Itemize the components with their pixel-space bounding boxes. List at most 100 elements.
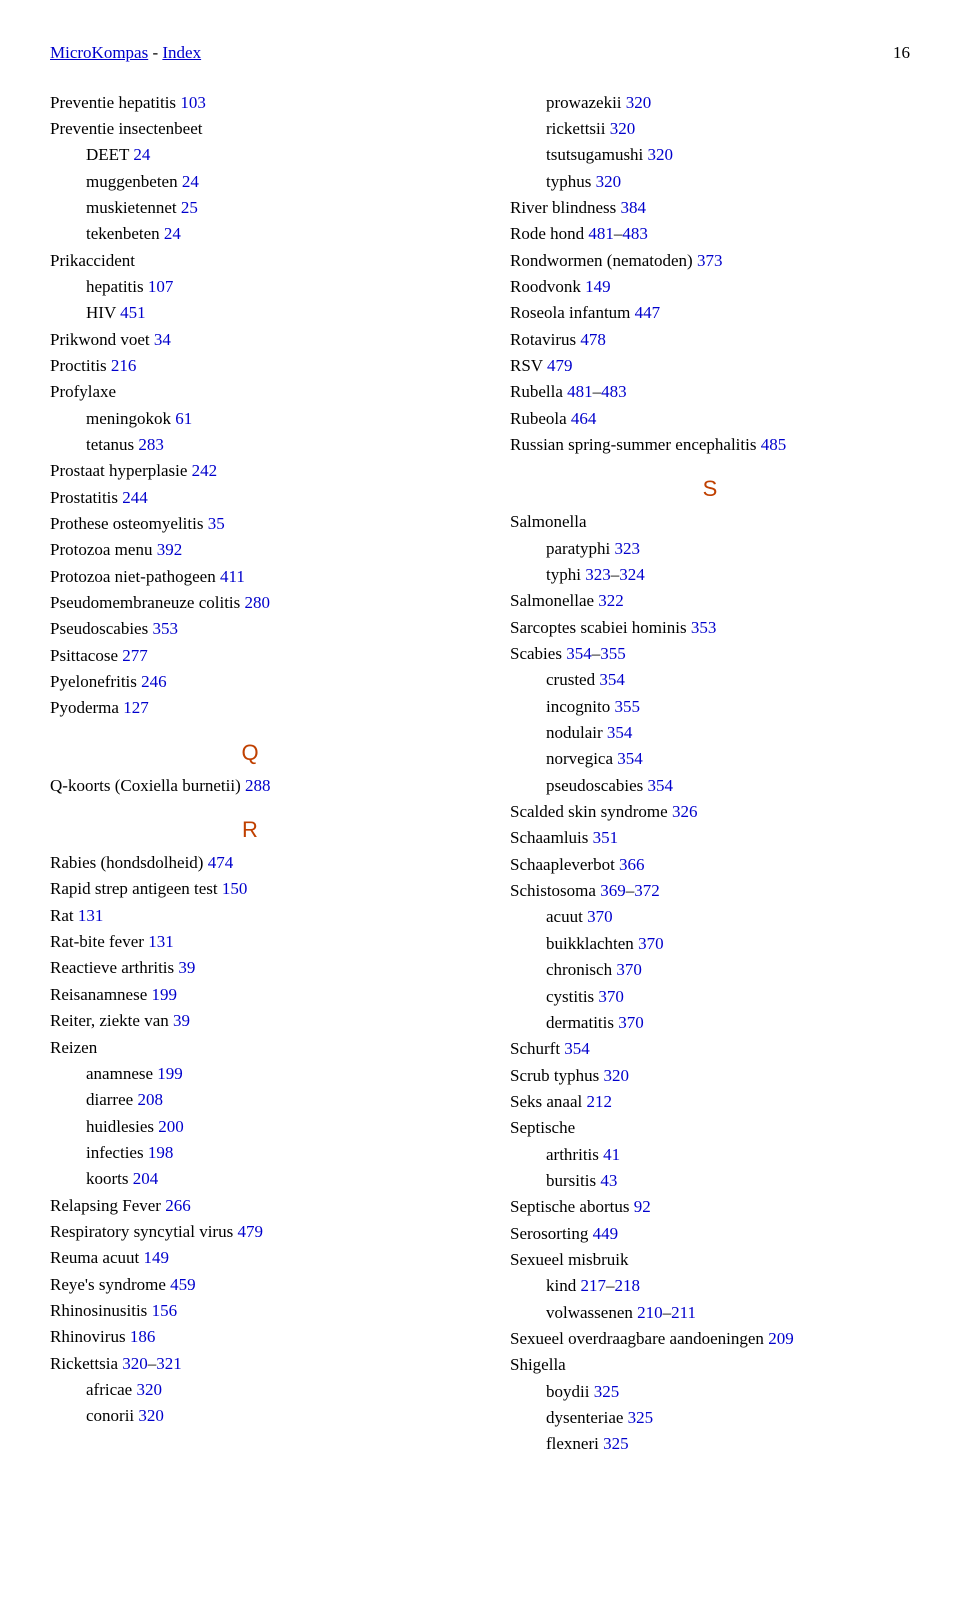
- page-ref[interactable]: 204: [133, 1169, 159, 1188]
- page-ref[interactable]: 483: [601, 382, 627, 401]
- page-ref[interactable]: 25: [181, 198, 198, 217]
- page-ref[interactable]: 35: [208, 514, 225, 533]
- page-ref[interactable]: 217: [580, 1276, 606, 1295]
- page-ref[interactable]: 210: [637, 1303, 663, 1322]
- page-ref[interactable]: 61: [175, 409, 192, 428]
- page-ref[interactable]: 39: [178, 958, 195, 977]
- page-ref[interactable]: 150: [222, 879, 248, 898]
- page-ref[interactable]: 208: [137, 1090, 163, 1109]
- page-ref[interactable]: 481: [567, 382, 593, 401]
- page-ref[interactable]: 323: [614, 539, 640, 558]
- page-ref[interactable]: 373: [697, 251, 723, 270]
- page-ref[interactable]: 218: [614, 1276, 640, 1295]
- page-ref[interactable]: 323: [585, 565, 611, 584]
- page-ref[interactable]: 320: [648, 145, 674, 164]
- page-ref[interactable]: 370: [598, 987, 624, 1006]
- page-ref[interactable]: 481: [588, 224, 614, 243]
- page-ref[interactable]: 447: [635, 303, 661, 322]
- link-microkompas[interactable]: MicroKompas: [50, 43, 148, 62]
- page-ref[interactable]: 351: [593, 828, 619, 847]
- page-ref[interactable]: 131: [148, 932, 174, 951]
- page-ref[interactable]: 320: [626, 93, 652, 112]
- page-ref[interactable]: 149: [143, 1248, 169, 1267]
- page-ref[interactable]: 354: [607, 723, 633, 742]
- page-ref[interactable]: 43: [600, 1171, 617, 1190]
- page-ref[interactable]: 280: [245, 593, 271, 612]
- page-ref[interactable]: 41: [603, 1145, 620, 1164]
- page-ref[interactable]: 127: [123, 698, 149, 717]
- page-ref[interactable]: 24: [133, 145, 150, 164]
- page-ref[interactable]: 369: [600, 881, 626, 900]
- page-ref[interactable]: 354: [648, 776, 674, 795]
- page-ref[interactable]: 320: [604, 1066, 630, 1085]
- page-ref[interactable]: 474: [208, 853, 234, 872]
- page-ref[interactable]: 464: [571, 409, 597, 428]
- page-ref[interactable]: 325: [628, 1408, 654, 1427]
- page-ref[interactable]: 103: [180, 93, 206, 112]
- page-ref[interactable]: 216: [111, 356, 137, 375]
- page-ref[interactable]: 149: [585, 277, 611, 296]
- page-ref[interactable]: 209: [768, 1329, 794, 1348]
- page-ref[interactable]: 198: [148, 1143, 174, 1162]
- link-index[interactable]: Index: [162, 43, 201, 62]
- page-ref[interactable]: 366: [619, 855, 645, 874]
- page-ref[interactable]: 288: [245, 776, 271, 795]
- page-ref[interactable]: 355: [600, 644, 626, 663]
- page-ref[interactable]: 246: [141, 672, 167, 691]
- page-ref[interactable]: 354: [564, 1039, 590, 1058]
- page-ref[interactable]: 199: [152, 985, 178, 1004]
- page-ref[interactable]: 483: [622, 224, 648, 243]
- page-ref[interactable]: 392: [157, 540, 183, 559]
- page-ref[interactable]: 186: [130, 1327, 156, 1346]
- page-ref[interactable]: 24: [164, 224, 181, 243]
- page-ref[interactable]: 354: [599, 670, 625, 689]
- page-ref[interactable]: 370: [618, 1013, 644, 1032]
- page-ref[interactable]: 212: [586, 1092, 612, 1111]
- page-ref[interactable]: 320: [138, 1406, 164, 1425]
- page-ref[interactable]: 325: [603, 1434, 629, 1453]
- page-ref[interactable]: 451: [120, 303, 146, 322]
- page-ref[interactable]: 321: [156, 1354, 182, 1373]
- page-ref[interactable]: 411: [220, 567, 245, 586]
- index-subentry: prowazekii 320: [510, 90, 910, 116]
- page-ref[interactable]: 320: [136, 1380, 162, 1399]
- page-ref[interactable]: 24: [182, 172, 199, 191]
- page-ref[interactable]: 370: [587, 907, 613, 926]
- page-ref[interactable]: 266: [165, 1196, 191, 1215]
- page-ref[interactable]: 479: [547, 356, 573, 375]
- page-ref[interactable]: 449: [593, 1224, 619, 1243]
- page-ref[interactable]: 485: [761, 435, 787, 454]
- page-ref[interactable]: 320: [596, 172, 622, 191]
- page-ref[interactable]: 277: [122, 646, 148, 665]
- page-ref[interactable]: 479: [237, 1222, 263, 1241]
- page-ref[interactable]: 478: [580, 330, 606, 349]
- page-ref[interactable]: 242: [192, 461, 218, 480]
- page-ref[interactable]: 354: [617, 749, 643, 768]
- page-ref[interactable]: 354: [566, 644, 592, 663]
- page-ref[interactable]: 156: [152, 1301, 178, 1320]
- page-ref[interactable]: 353: [691, 618, 717, 637]
- page-ref[interactable]: 107: [148, 277, 174, 296]
- page-ref[interactable]: 353: [152, 619, 178, 638]
- page-ref[interactable]: 372: [634, 881, 660, 900]
- page-ref[interactable]: 131: [78, 906, 104, 925]
- page-ref[interactable]: 320: [122, 1354, 148, 1373]
- page-ref[interactable]: 322: [598, 591, 624, 610]
- page-ref[interactable]: 370: [638, 934, 664, 953]
- page-ref[interactable]: 320: [610, 119, 636, 138]
- page-ref[interactable]: 324: [619, 565, 645, 584]
- page-ref[interactable]: 355: [614, 697, 640, 716]
- page-ref[interactable]: 200: [158, 1117, 184, 1136]
- page-ref[interactable]: 370: [616, 960, 642, 979]
- page-ref[interactable]: 92: [634, 1197, 651, 1216]
- page-ref[interactable]: 211: [671, 1303, 696, 1322]
- page-ref[interactable]: 384: [621, 198, 647, 217]
- page-ref[interactable]: 34: [154, 330, 171, 349]
- page-ref[interactable]: 283: [138, 435, 164, 454]
- page-ref[interactable]: 326: [672, 802, 698, 821]
- page-ref[interactable]: 199: [157, 1064, 183, 1083]
- page-ref[interactable]: 39: [173, 1011, 190, 1030]
- page-ref[interactable]: 325: [594, 1382, 620, 1401]
- page-ref[interactable]: 244: [122, 488, 148, 507]
- page-ref[interactable]: 459: [170, 1275, 196, 1294]
